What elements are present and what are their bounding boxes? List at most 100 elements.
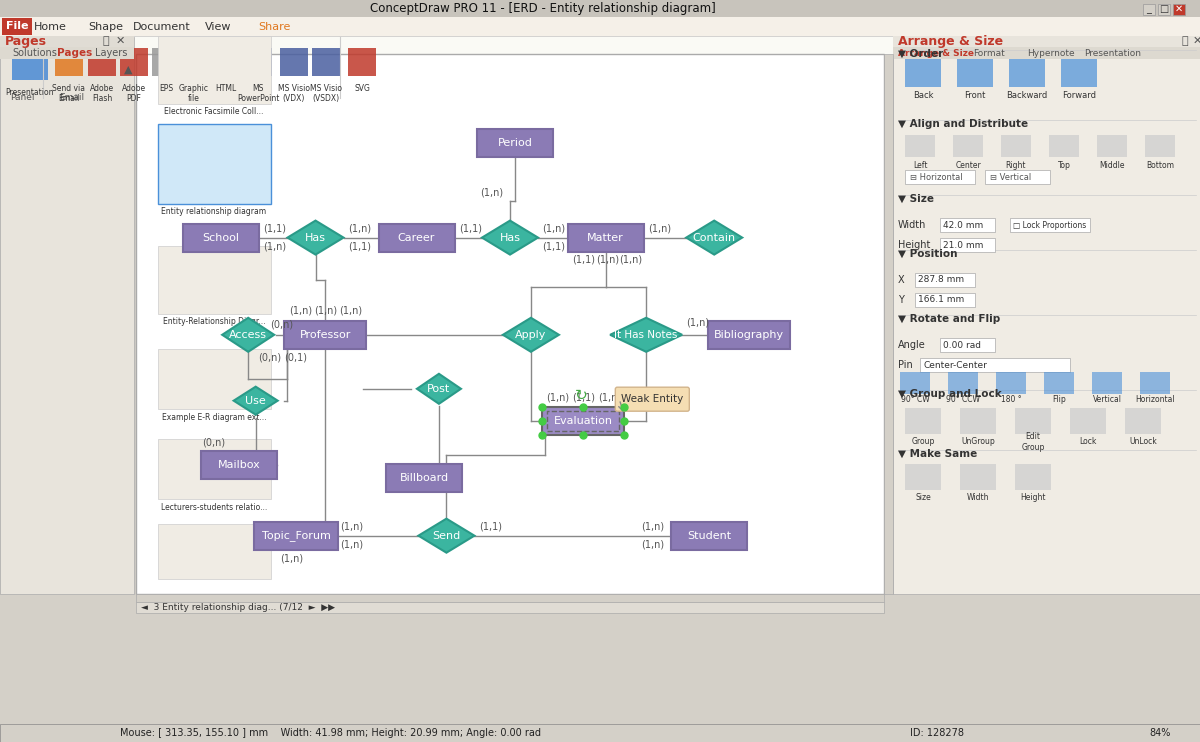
Text: (1,n): (1,n) <box>596 255 619 265</box>
Text: Height: Height <box>1020 493 1045 502</box>
Text: Exports: Exports <box>198 93 232 102</box>
Bar <box>1097 135 1127 157</box>
Polygon shape <box>482 220 538 255</box>
Text: Flip: Flip <box>1052 395 1066 404</box>
Text: Document: Document <box>133 22 191 32</box>
Text: Has: Has <box>305 232 326 243</box>
Text: Bibliography: Bibliography <box>714 329 785 340</box>
Text: Horizontal: Horizontal <box>1135 395 1175 404</box>
Polygon shape <box>222 318 274 352</box>
Text: MS Visio
(VDX): MS Visio (VDX) <box>278 84 310 103</box>
Text: ▼ Size: ▼ Size <box>898 194 934 204</box>
Text: Graphic
file: Graphic file <box>179 84 209 103</box>
Text: 42.0 mm: 42.0 mm <box>943 220 983 229</box>
Text: Use: Use <box>245 395 266 406</box>
Bar <box>1049 135 1079 157</box>
Bar <box>905 408 941 434</box>
Bar <box>1174 4 1186 15</box>
Bar <box>120 48 148 76</box>
Text: Width: Width <box>898 220 926 230</box>
Text: Pin: Pin <box>898 360 913 370</box>
Bar <box>158 439 271 499</box>
Bar <box>378 223 455 252</box>
Text: 0.00 rad: 0.00 rad <box>943 341 982 349</box>
Text: (1,1): (1,1) <box>348 242 371 252</box>
Text: Mailbox: Mailbox <box>218 461 260 470</box>
Text: (1,n): (1,n) <box>480 188 504 197</box>
Text: SVG: SVG <box>354 84 370 93</box>
Bar <box>348 48 376 76</box>
Text: Panel: Panel <box>10 93 35 102</box>
Text: ✕: ✕ <box>115 36 125 46</box>
Text: Billboard: Billboard <box>400 473 449 483</box>
Text: Weak Entity: Weak Entity <box>622 394 684 404</box>
Text: ⊟ Vertical: ⊟ Vertical <box>990 172 1031 182</box>
Text: ▼ Group and Lock: ▼ Group and Lock <box>898 389 1002 399</box>
Text: Back: Back <box>913 91 934 99</box>
Text: Apply: Apply <box>515 329 547 340</box>
Text: Size: Size <box>916 493 931 502</box>
Bar <box>568 223 643 252</box>
Bar <box>884 54 893 594</box>
Text: (1,n): (1,n) <box>542 223 565 234</box>
Text: ▲: ▲ <box>124 65 132 75</box>
Text: ✕: ✕ <box>1193 36 1200 46</box>
Bar <box>136 54 884 594</box>
Text: ▼ Align and Distribute: ▼ Align and Distribute <box>898 119 1028 129</box>
Text: It Has Notes: It Has Notes <box>614 329 678 340</box>
Text: Top: Top <box>1057 160 1070 169</box>
Bar <box>948 372 978 394</box>
Text: 90° CCW: 90° CCW <box>946 395 980 404</box>
Bar <box>284 321 366 349</box>
Text: 📌: 📌 <box>103 36 109 46</box>
Text: (1,n): (1,n) <box>642 539 665 550</box>
Text: Share: Share <box>258 22 290 32</box>
Text: School: School <box>202 232 239 243</box>
Text: X: X <box>898 275 905 285</box>
Text: Send via
Email: Send via Email <box>53 84 85 103</box>
Text: Presentation: Presentation <box>1084 48 1141 57</box>
Bar <box>1001 135 1031 157</box>
Bar <box>1158 4 1170 15</box>
Bar <box>1145 135 1175 157</box>
Text: (0,n): (0,n) <box>258 352 281 363</box>
Text: (1,n): (1,n) <box>281 554 304 564</box>
Text: Lock: Lock <box>1079 438 1097 447</box>
Text: Width: Width <box>967 493 989 502</box>
Text: (1,1): (1,1) <box>542 242 565 252</box>
Bar <box>136 594 884 602</box>
Text: Student: Student <box>686 531 731 541</box>
Text: Electronic Facsimile Coll...: Electronic Facsimile Coll... <box>164 108 264 116</box>
Text: (1,n): (1,n) <box>289 306 312 316</box>
Text: (0,n): (0,n) <box>270 320 293 329</box>
Bar <box>940 218 995 232</box>
Polygon shape <box>503 318 559 352</box>
Text: □: □ <box>1159 4 1169 14</box>
Bar <box>254 522 338 550</box>
Text: (1,n): (1,n) <box>546 393 569 402</box>
Text: Lecturers-students relatio...: Lecturers-students relatio... <box>161 502 268 511</box>
Bar <box>953 135 983 157</box>
Text: □ Lock Proportions: □ Lock Proportions <box>1013 220 1086 229</box>
Text: Y: Y <box>898 295 904 305</box>
Bar <box>1015 408 1051 434</box>
Bar <box>893 36 1200 47</box>
Bar <box>1010 218 1090 232</box>
Text: (1,1): (1,1) <box>458 223 482 234</box>
Bar <box>905 135 935 157</box>
Bar <box>1009 59 1045 87</box>
Text: Presentation: Presentation <box>6 88 54 97</box>
Bar <box>1061 59 1097 87</box>
Text: _: _ <box>1146 4 1152 14</box>
Text: (1,n): (1,n) <box>313 306 337 316</box>
Text: Matter: Matter <box>587 232 624 243</box>
Text: Send: Send <box>432 531 461 541</box>
Text: Professor: Professor <box>300 329 350 340</box>
Text: Post: Post <box>427 384 450 394</box>
Text: (1,1): (1,1) <box>572 393 595 402</box>
Text: Center: Center <box>955 160 980 169</box>
Text: Pages: Pages <box>5 34 47 47</box>
Text: ✕: ✕ <box>1175 4 1183 14</box>
Text: Email: Email <box>60 93 84 102</box>
Bar <box>1142 4 1154 15</box>
